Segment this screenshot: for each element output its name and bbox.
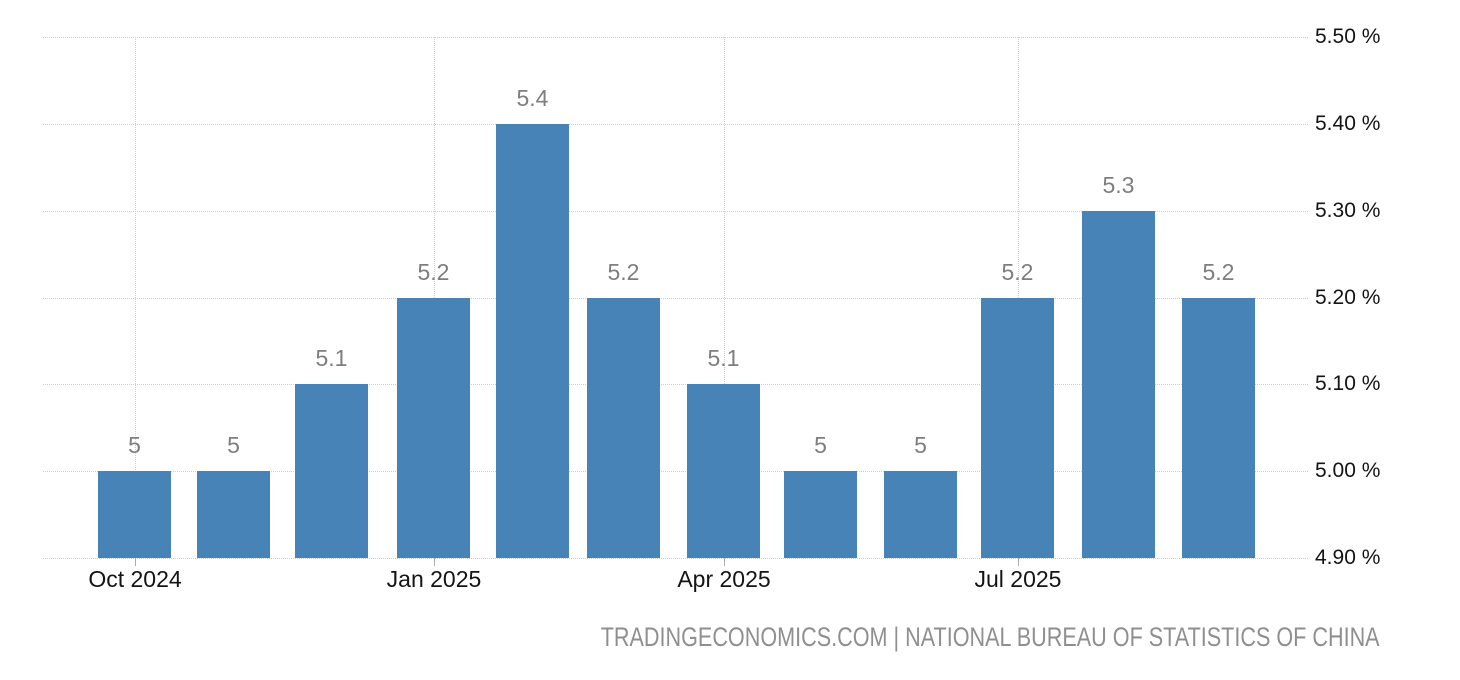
y-tick-label: 5.50 %: [1315, 25, 1381, 48]
x-tick-label: Oct 2024: [88, 566, 182, 592]
x-tick-label: Jul 2025: [974, 566, 1062, 592]
y-tick-label: 5.10 %: [1315, 372, 1381, 395]
x-tick-mark: [724, 558, 725, 566]
x-tick-mark: [135, 558, 136, 566]
bar-value-label: 5: [227, 432, 240, 458]
bar-value-label: 5: [128, 432, 141, 458]
v-gridline: [1018, 37, 1019, 558]
bar-value-label: 5.2: [607, 259, 640, 285]
bar-jan-2025[interactable]: [397, 298, 470, 558]
bar-value-label: 5.1: [315, 345, 348, 371]
bar-aug-2025[interactable]: [1082, 211, 1155, 558]
bar-feb-2025[interactable]: [496, 124, 569, 558]
bar-value-label: 5.1: [707, 345, 740, 371]
h-gridline: [43, 298, 1308, 299]
bar-value-label: 5.2: [417, 259, 450, 285]
bar-value-label: 5.2: [1001, 259, 1034, 285]
bar-value-label: 5: [914, 432, 927, 458]
h-gridline: [43, 558, 1308, 559]
v-gridline: [724, 37, 725, 558]
y-tick-label: 5.00 %: [1315, 459, 1381, 482]
bar-oct-2024[interactable]: [98, 471, 171, 558]
bar-nov-2024[interactable]: [197, 471, 270, 558]
bar-mar-2025[interactable]: [587, 298, 660, 558]
bar-value-label: 5.4: [516, 85, 549, 111]
x-tick-mark: [1018, 558, 1019, 566]
bar-jul-2025[interactable]: [981, 298, 1054, 558]
bar-value-label: 5.2: [1202, 259, 1235, 285]
x-tick-mark: [434, 558, 435, 566]
y-tick-label: 5.40 %: [1315, 112, 1381, 135]
chart-source-credit-text: TRADINGECONOMICS.COM | NATIONAL BUREAU O…: [601, 622, 1380, 652]
h-gridline: [43, 124, 1308, 125]
y-tick-label: 5.20 %: [1315, 286, 1381, 309]
x-tick-label: Jan 2025: [386, 566, 482, 592]
v-gridline: [434, 37, 435, 558]
h-gridline: [43, 37, 1308, 38]
chart-source-credit: TRADINGECONOMICS.COM | NATIONAL BUREAU O…: [406, 621, 1380, 653]
x-tick-label: Apr 2025: [677, 566, 771, 592]
v-gridline: [135, 37, 136, 558]
bar-dec-2024[interactable]: [295, 384, 368, 558]
y-tick-label: 5.30 %: [1315, 199, 1381, 222]
bar-may-2025[interactable]: [784, 471, 857, 558]
y-tick-label: 4.90 %: [1315, 546, 1381, 569]
bar-sep-2025[interactable]: [1182, 298, 1255, 558]
h-gridline: [43, 211, 1308, 212]
bar-apr-2025[interactable]: [687, 384, 760, 558]
bar-value-label: 5.3: [1102, 172, 1135, 198]
h-gridline: [43, 471, 1308, 472]
bar-jun-2025[interactable]: [884, 471, 957, 558]
h-gridline: [43, 384, 1308, 385]
bar-value-label: 5: [814, 432, 827, 458]
